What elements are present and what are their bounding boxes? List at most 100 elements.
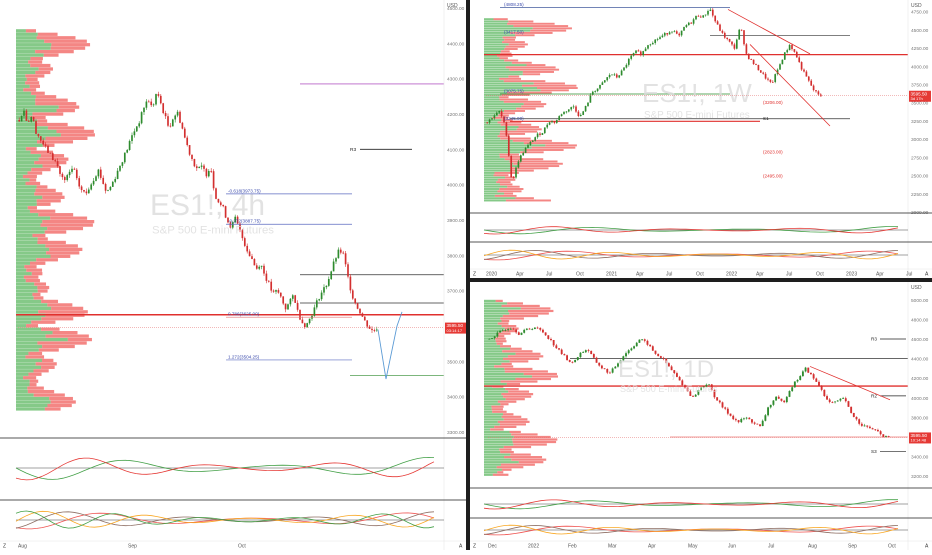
volume-profile-bar: [484, 31, 510, 34]
volume-profile-bar: [498, 114, 509, 117]
candle-body: [308, 318, 311, 324]
candle-body: [731, 41, 733, 45]
volume-profile-bar: [502, 314, 539, 318]
volume-profile-bar: [484, 126, 519, 129]
candle-body: [284, 303, 287, 310]
candle-body: [248, 251, 251, 257]
volume-profile-bar: [503, 413, 514, 416]
volume-profile-bar: [23, 275, 39, 279]
candle-body: [855, 416, 858, 420]
candle-body: [359, 308, 361, 314]
volume-profile-bar: [484, 178, 498, 181]
volume-profile-bar: [484, 75, 509, 78]
volume-profile-bar: [503, 100, 542, 103]
volume-profile-bar: [484, 146, 532, 149]
volume-profile-bar: [499, 423, 526, 426]
candle-body: [171, 119, 174, 127]
volume-profile-bar: [495, 299, 503, 302]
candle-body: [517, 161, 520, 168]
chart-4h[interactable]: ES1!, 4h S&P 500 E-mini Futures 4500.00 440…: [0, 0, 467, 550]
volume-profile-bar: [484, 395, 504, 398]
candle-body: [495, 112, 498, 116]
volume-profile-bar: [16, 67, 39, 71]
pane-divider-vertical[interactable]: [466, 0, 470, 550]
axis-unit-label: USD: [447, 3, 458, 9]
candle-body: [251, 256, 253, 260]
candle-body: [738, 29, 741, 40]
volume-profile-bar: [16, 102, 36, 106]
volume-profile-bar: [484, 433, 512, 436]
volume-profile-bar: [16, 161, 35, 165]
candle-body: [186, 137, 189, 146]
time-tick-label: Jul: [786, 272, 792, 278]
volume-profile-bar: [484, 382, 507, 386]
volume-profile-bar: [484, 36, 503, 39]
volume-profile-bar: [36, 199, 61, 203]
candle-body: [606, 369, 609, 373]
volume-profile-bar: [484, 114, 499, 117]
volume-profile-bar: [47, 403, 72, 408]
candle-body: [539, 327, 542, 330]
time-tick-label: Oct: [576, 272, 584, 278]
pane-divider-horizontal[interactable]: [470, 278, 932, 282]
price-tick-label: 3300.00: [447, 430, 465, 436]
volume-profile-bar: [494, 194, 517, 197]
volume-profile-bar: [16, 334, 46, 338]
candle-body: [695, 15, 697, 20]
chart-1w[interactable]: ES1!, 1W S&P 500 E-mini Futures 4750.00 450…: [470, 0, 932, 278]
candle-body: [368, 326, 371, 329]
volume-profile-bar: [25, 181, 41, 186]
candle-body: [155, 94, 157, 105]
volume-profile-bar: [38, 67, 53, 71]
candle-body: [755, 64, 757, 65]
candle-body: [783, 400, 786, 403]
candle-body: [147, 101, 150, 103]
volume-profile-bar: [484, 96, 500, 99]
volume-profile-bar: [34, 161, 67, 165]
candle-body: [515, 329, 518, 333]
volume-profile-bar: [513, 443, 547, 446]
volume-profile-bar: [497, 178, 516, 181]
candle-body: [719, 24, 721, 31]
volume-profile-bar: [511, 458, 547, 461]
volume-profile-bar: [500, 119, 513, 122]
volume-profile-bar: [27, 206, 37, 210]
volume-profile-bar: [16, 306, 52, 310]
volume-profile-bar: [484, 132, 500, 135]
volume-profile-bar: [16, 91, 32, 95]
candle-body: [847, 401, 850, 407]
candle-body: [42, 140, 45, 145]
price-tick-label: 4000.00: [911, 396, 929, 402]
candle-body: [774, 74, 777, 82]
volume-profile-bar: [484, 393, 502, 396]
volume-profile-bar: [40, 223, 93, 227]
chart-1d[interactable]: ES1!, 1DS&P 500 E-mini Futures 5000.00 480…: [470, 282, 932, 550]
candle-body: [594, 91, 597, 92]
volume-profile-bar: [16, 251, 47, 255]
candle-body: [560, 349, 563, 355]
volume-profile-bar: [484, 174, 494, 177]
pane-1d[interactable]: ES1!, 1D S&P 500 E-mini Futures 5000.00 480…: [470, 282, 932, 550]
candle-body: [272, 290, 275, 292]
volume-profile-bar: [499, 448, 512, 451]
volume-profile-bar: [16, 53, 44, 57]
candle-body: [740, 29, 743, 31]
volume-profile-bar: [26, 324, 39, 328]
candle-body: [179, 111, 181, 123]
time-tick-label: Jul: [666, 272, 672, 278]
volume-profile-bar: [484, 57, 500, 60]
price-tick-label: 4300.00: [447, 77, 465, 83]
volume-profile-bar: [492, 410, 507, 413]
pane-4h[interactable]: ES1!, 4h S&P 500 E-mini Futures 4500.00 440…: [0, 0, 467, 550]
pane-1w[interactable]: ES1!, 1W S&P 500 E-mini Futures 4750.00 450…: [470, 0, 932, 278]
candle-body: [551, 121, 553, 123]
volume-profile-bar: [16, 289, 38, 293]
candle-body: [818, 381, 820, 386]
candle-body: [119, 165, 121, 171]
volume-profile-bar: [515, 34, 535, 37]
candle-body: [817, 91, 820, 95]
volume-profile-bar: [500, 183, 513, 186]
volume-profile-bar: [503, 395, 532, 398]
volume-profile-bar: [16, 84, 30, 88]
candle-body: [791, 387, 794, 392]
